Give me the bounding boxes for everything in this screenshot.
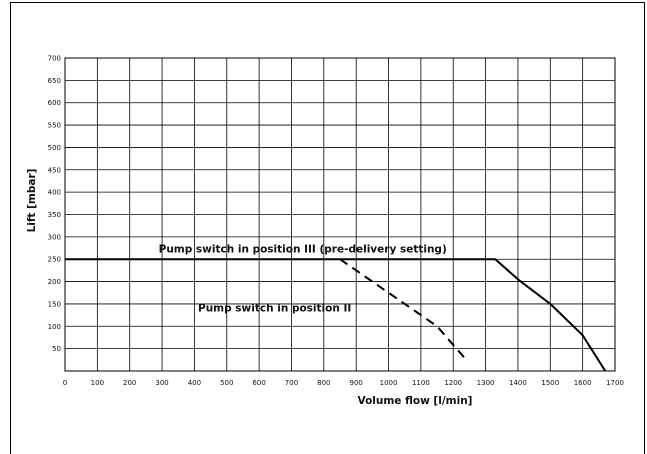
figure-frame	[10, 2, 645, 454]
x-tick-label: 900	[349, 379, 362, 387]
y-tick-label: 500	[48, 144, 61, 152]
x-tick-label: 700	[285, 379, 298, 387]
x-tick-label: 500	[220, 379, 233, 387]
y-tick-label: 150	[48, 300, 61, 308]
curve-position-ii	[339, 258, 467, 361]
x-tick-label: 1500	[541, 379, 559, 387]
y-tick-label: 700	[48, 55, 61, 63]
x-tick-label: 1000	[380, 379, 398, 387]
grid-lines	[65, 58, 615, 371]
x-tick-label: 1300	[477, 379, 495, 387]
x-tick-label: 400	[188, 379, 201, 387]
y-tick-label: 450	[48, 166, 61, 174]
x-tick-label: 800	[317, 379, 330, 387]
y-tick-label: 400	[48, 189, 61, 197]
x-tick-label: 1700	[606, 379, 624, 387]
annotations: Pump switch in position III (pre-deliver…	[159, 244, 447, 315]
y-tick-label: 250	[48, 256, 61, 264]
x-axis-label: Volume flow [l/min]	[358, 395, 473, 407]
y-tick-label: 200	[48, 278, 61, 286]
x-axis-ticks: 0 100 200 300 400 500 600 700 800 900 1000 1100 1200…	[63, 379, 624, 387]
x-tick-label: 1200	[444, 379, 462, 387]
x-tick-label: 300	[155, 379, 168, 387]
y-axis-label: Lift [mbar]	[26, 169, 38, 233]
y-tick-label: 600	[48, 99, 61, 107]
annotation-label: Pump switch in position III (pre-deliver…	[159, 244, 447, 256]
series-group	[65, 258, 607, 372]
curve-position-iii	[65, 258, 607, 372]
annotation-label: Pump switch in position II	[198, 303, 351, 315]
x-tick-label: 1400	[509, 379, 527, 387]
y-tick-label: 350	[48, 211, 61, 219]
x-tick-label: 200	[123, 379, 136, 387]
plot-area-border	[64, 57, 616, 372]
y-tick-label: 100	[48, 323, 61, 331]
x-tick-label: 100	[91, 379, 104, 387]
y-tick-label: 300	[48, 233, 61, 241]
y-axis-ticks: 50 100 150 200 250 300 350 400 450 500 550 600 650 70…	[48, 55, 61, 354]
x-tick-label: 1100	[412, 379, 430, 387]
x-tick-label: 600	[252, 379, 265, 387]
y-tick-label: 650	[48, 77, 61, 85]
y-tick-label: 50	[52, 345, 61, 353]
y-tick-label: 550	[48, 122, 61, 130]
x-tick-label: 0	[63, 379, 67, 387]
x-tick-label: 1600	[574, 379, 592, 387]
